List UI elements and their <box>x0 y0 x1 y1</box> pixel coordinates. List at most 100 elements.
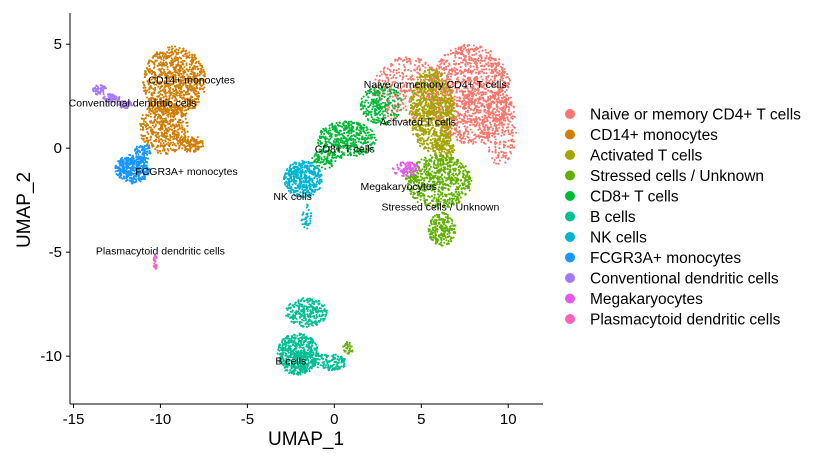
data-point <box>460 45 463 48</box>
data-point <box>433 77 436 80</box>
data-point <box>388 82 391 86</box>
data-point <box>408 111 411 114</box>
data-point <box>457 52 460 55</box>
data-point <box>449 151 452 154</box>
data-point <box>480 96 483 99</box>
data-point <box>183 109 186 112</box>
data-point <box>447 65 450 68</box>
data-point <box>173 99 176 102</box>
data-point <box>395 76 398 79</box>
data-point <box>159 142 162 145</box>
data-point <box>389 62 393 66</box>
data-point <box>493 85 496 88</box>
data-point <box>450 193 453 196</box>
data-point <box>164 94 167 98</box>
data-point <box>463 187 466 190</box>
data-point <box>149 112 152 115</box>
data-point <box>473 62 476 65</box>
data-point <box>186 104 189 107</box>
data-point <box>139 128 142 131</box>
data-point <box>162 142 165 145</box>
data-point <box>494 66 498 69</box>
data-point <box>475 108 478 111</box>
data-point <box>419 198 422 201</box>
data-point <box>394 59 397 62</box>
data-point <box>462 97 465 100</box>
data-point <box>505 113 508 116</box>
data-point <box>479 65 483 68</box>
data-point <box>187 76 190 79</box>
data-point <box>390 117 393 120</box>
data-point <box>479 83 482 86</box>
data-point <box>487 58 490 61</box>
data-point <box>456 105 459 108</box>
data-point <box>454 56 457 59</box>
data-point <box>420 142 423 145</box>
data-point <box>158 53 161 56</box>
data-point <box>455 87 458 91</box>
data-point <box>479 111 482 114</box>
data-point <box>473 107 476 110</box>
data-point <box>440 134 443 137</box>
data-point <box>478 80 481 83</box>
data-point <box>454 173 458 176</box>
data-point <box>508 133 511 136</box>
data-point <box>160 134 163 137</box>
data-point <box>200 87 203 90</box>
data-point <box>416 197 419 200</box>
data-point <box>444 65 448 68</box>
data-point <box>425 142 428 145</box>
data-point <box>388 68 391 71</box>
data-point <box>477 134 480 137</box>
data-point <box>150 78 153 81</box>
data-point <box>142 81 145 84</box>
data-point <box>155 140 158 143</box>
data-point <box>159 68 162 71</box>
data-point <box>416 161 419 164</box>
data-point <box>197 60 200 63</box>
data-point <box>505 126 508 129</box>
data-point <box>493 79 496 82</box>
data-point <box>419 172 423 175</box>
data-point <box>499 94 502 97</box>
data-point <box>151 60 154 63</box>
data-point <box>164 117 167 120</box>
data-point <box>174 45 177 48</box>
data-point <box>449 185 452 188</box>
data-point <box>153 62 156 65</box>
data-point <box>196 101 199 104</box>
data-point <box>166 55 169 58</box>
data-point <box>446 152 450 155</box>
data-point <box>197 145 200 148</box>
data-point <box>446 143 449 146</box>
data-point <box>429 154 432 157</box>
data-point <box>472 138 475 141</box>
data-point <box>178 72 181 75</box>
data-point <box>160 58 163 61</box>
data-point <box>416 138 419 141</box>
data-point <box>166 120 169 123</box>
data-point <box>504 119 507 122</box>
data-point <box>391 81 394 84</box>
data-point <box>446 76 449 79</box>
data-point <box>168 119 172 122</box>
data-point <box>491 81 494 84</box>
data-point <box>440 66 443 69</box>
data-point <box>457 182 460 185</box>
data-point <box>476 97 479 100</box>
data-point <box>467 69 470 72</box>
data-point <box>459 90 462 93</box>
data-point <box>512 106 515 109</box>
data-point <box>183 77 186 81</box>
data-point <box>416 140 419 144</box>
data-point <box>412 108 415 111</box>
data-point <box>503 155 507 158</box>
data-point <box>418 61 421 64</box>
data-point <box>504 156 507 159</box>
data-point <box>185 90 188 93</box>
data-point <box>433 128 436 131</box>
data-point <box>478 54 481 57</box>
data-point <box>460 120 463 123</box>
data-point <box>168 96 171 99</box>
data-point <box>142 119 145 123</box>
